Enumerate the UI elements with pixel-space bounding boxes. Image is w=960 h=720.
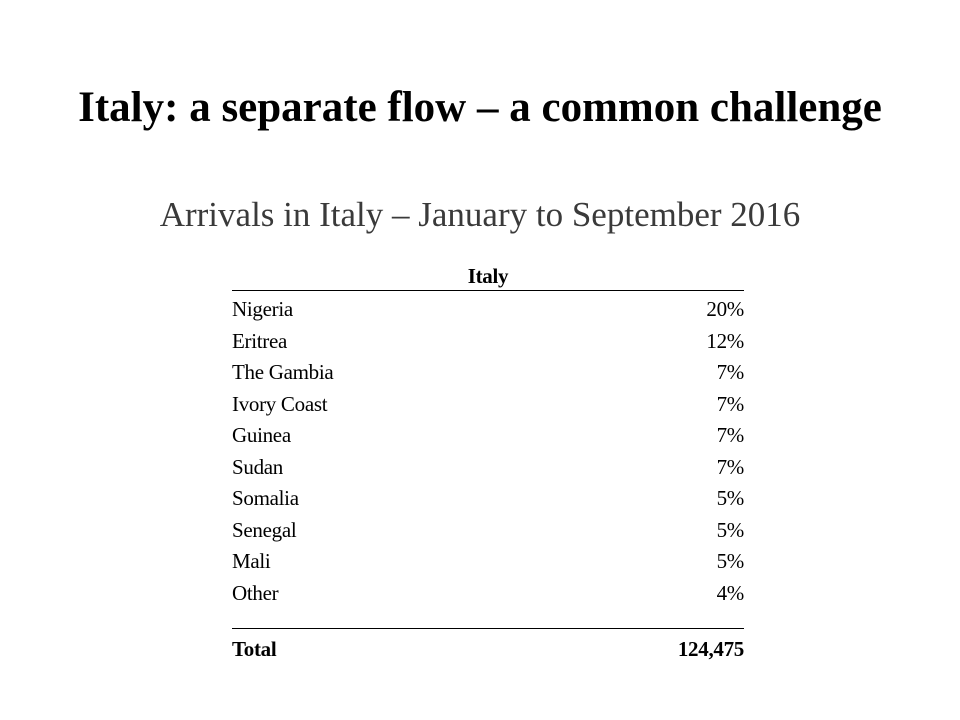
share-cell: 12%	[706, 328, 744, 353]
table-row: Other 4%	[232, 578, 744, 610]
table-row: Sudan 7%	[232, 452, 744, 484]
table-body: Nigeria 20% Eritrea 12% The Gambia 7% Iv…	[232, 291, 744, 609]
share-cell: 7%	[716, 454, 745, 479]
country-cell: Mali	[232, 549, 271, 573]
share-cell: 5%	[716, 517, 745, 542]
total-value: 124,475	[677, 637, 744, 661]
country-cell: Guinea	[232, 423, 291, 447]
share-cell: 5%	[716, 486, 745, 510]
country-cell: Nigeria	[232, 297, 293, 321]
share-cell: 4%	[716, 580, 745, 605]
table-row: Eritrea 12%	[232, 326, 744, 358]
country-cell: The Gambia	[232, 360, 334, 384]
country-cell: Senegal	[232, 517, 297, 542]
share-cell: 7%	[716, 391, 745, 416]
share-cell: 20%	[706, 297, 744, 321]
table-row: Senegal 5%	[232, 515, 744, 547]
country-cell: Sudan	[232, 454, 284, 479]
table-header: Italy	[232, 262, 744, 291]
country-cell: Eritrea	[232, 328, 288, 353]
table-row: Ivory Coast 7%	[232, 389, 744, 421]
share-cell: 7%	[716, 360, 745, 384]
country-cell: Somalia	[232, 486, 299, 510]
total-label: Total	[232, 637, 277, 661]
slide-title: Italy: a separate flow – a common challe…	[78, 84, 882, 131]
total-row: Total 124,475	[232, 628, 744, 664]
slide-subtitle: Arrivals in Italy – January to September…	[159, 195, 801, 234]
table-row: Somalia 5%	[232, 483, 744, 515]
country-cell: Other	[232, 580, 279, 605]
arrivals-table: Italy Nigeria 20% Eritrea 12% The Gambia…	[232, 262, 744, 664]
table-row: The Gambia 7%	[232, 357, 744, 389]
share-cell: 5%	[716, 549, 745, 573]
country-cell: Ivory Coast	[232, 391, 328, 416]
table-row: Nigeria 20%	[232, 294, 744, 326]
share-cell: 7%	[716, 423, 745, 447]
table-row: Guinea 7%	[232, 420, 744, 452]
table-row: Mali 5%	[232, 546, 744, 578]
